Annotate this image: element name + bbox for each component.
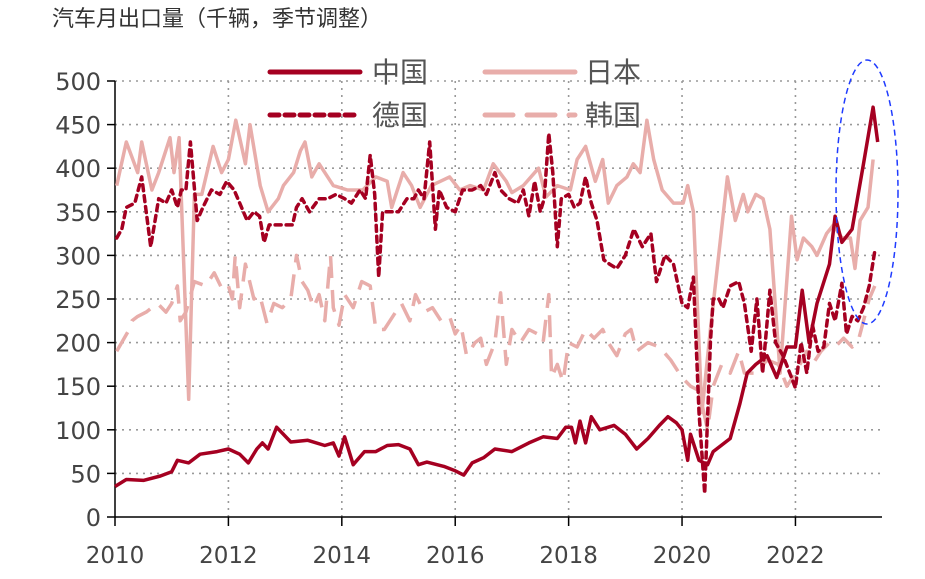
y-tick-label: 300 <box>55 242 101 270</box>
y-tick-label: 50 <box>70 460 101 488</box>
y-tick-label: 350 <box>55 199 101 227</box>
series-line-korea <box>115 253 877 432</box>
x-tick-label: 2014 <box>313 543 372 569</box>
highlight-ellipse <box>835 59 899 325</box>
y-tick-label: 500 <box>55 68 101 96</box>
x-tick-label: 2016 <box>426 543 485 569</box>
y-tick-label: 150 <box>55 373 101 401</box>
series-line-china <box>114 105 880 488</box>
y-tick-label: 400 <box>55 155 101 183</box>
x-tick-label: 2022 <box>766 543 825 569</box>
series-line-germany <box>114 131 880 496</box>
series-lines <box>114 105 880 496</box>
x-tick-label: 2020 <box>653 543 712 569</box>
legend-label-germany: 德国 <box>372 99 428 132</box>
legend-label-china: 中国 <box>372 56 428 89</box>
y-tick-label: 100 <box>55 417 101 445</box>
legend-label-korea: 韩国 <box>585 99 641 132</box>
y-tick-label: 0 <box>86 504 101 532</box>
x-axis-ticks: 2010 2012 2014 2016 2018 2020 2022 <box>86 517 825 569</box>
series-line-japan <box>114 118 875 415</box>
y-tick-label: 200 <box>55 330 101 358</box>
legend: 中国 日本 德国 韩国 <box>267 56 641 132</box>
x-tick-label: 2018 <box>539 543 598 569</box>
chart-title: 汽车月出口量（千辆，季节调整） <box>52 7 382 32</box>
legend-label-japan: 日本 <box>585 56 641 89</box>
x-tick-label: 2010 <box>86 543 145 569</box>
y-tick-label: 450 <box>55 112 101 140</box>
x-tick-label: 2012 <box>199 543 258 569</box>
y-axis-ticks: 0 50 100 150 200 250 300 350 400 450 500 <box>55 68 115 532</box>
y-tick-label: 250 <box>55 286 101 314</box>
